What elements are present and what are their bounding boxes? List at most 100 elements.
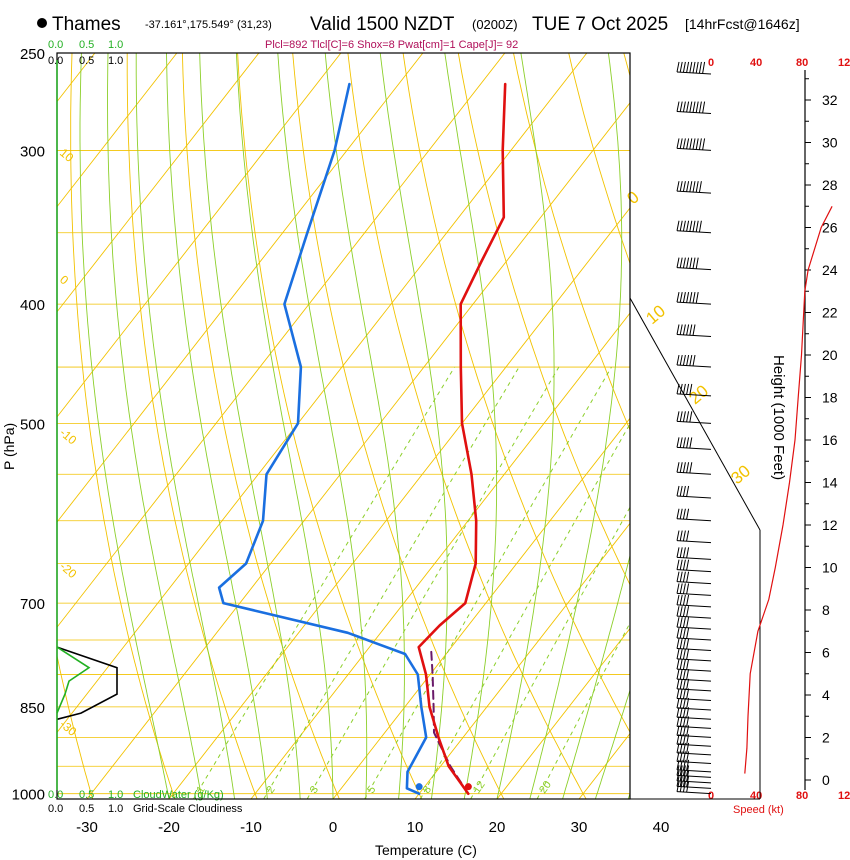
cloudwater-tick-top-1: 1.0 (108, 39, 123, 51)
wind-barb (676, 101, 712, 115)
wind-barb (676, 462, 712, 475)
mixing-ratio-label-8: 8 (421, 784, 434, 796)
dry-adiabat--20 (70, 53, 176, 799)
wind-barb (676, 383, 712, 397)
dry-adiabat--10 (126, 53, 258, 799)
dry-adiabat-60 (513, 53, 630, 432)
wind-barb (676, 697, 712, 711)
wind-barb (676, 437, 712, 450)
wind-barb (676, 61, 712, 75)
cloudwater-tick-top-05: 0.5 (79, 39, 94, 51)
dry-adiabat-110 (789, 53, 850, 799)
wind-barb (676, 571, 712, 585)
speed-tick-top-0: 0 (708, 57, 714, 69)
cloudwater-tick-0: 0.0 (48, 789, 63, 801)
dry-adiabat-40 (402, 53, 630, 734)
temperature-tick-20: 20 (489, 819, 506, 836)
pressure-tick-500: 500 (20, 416, 45, 433)
height-tick-30: 30 (822, 135, 838, 151)
cloudwater-profile (56, 646, 91, 714)
mixing-ratio-label-2: 2 (264, 784, 277, 796)
wind-barb-column (676, 61, 712, 795)
dry-adiabat-label-30: 30 (727, 461, 754, 488)
wind-barb (676, 530, 712, 544)
wind-barb (676, 648, 712, 662)
wind-barb (676, 181, 712, 194)
wind-barb (676, 583, 712, 596)
pressure-tick-250: 250 (20, 46, 45, 63)
station-marker-icon (37, 18, 47, 28)
parcel-parameters: Plcl=892 Tlcl[C]=6 Shox=8 Pwat[cm]=1 Cap… (265, 39, 518, 51)
moist-adiabat--16 (107, 53, 203, 799)
wind-barb (676, 678, 712, 692)
cloudiness-tick-05: 0.5 (79, 803, 94, 815)
mixing-ratio-20 (536, 622, 630, 799)
height-tick-32: 32 (822, 92, 838, 108)
mixing-ratio-2 (263, 366, 520, 799)
wind-barb (676, 559, 712, 573)
isotherm--20 (168, 207, 630, 799)
height-tick-4: 4 (822, 687, 830, 703)
temperature-tick-0: 0 (329, 819, 337, 836)
wind-barb (676, 411, 712, 424)
wind-barb (676, 659, 712, 672)
dry-adiabat-70 (568, 53, 630, 265)
isotherm-label--10: -10 (57, 425, 80, 447)
surface-dewpoint-marker (415, 783, 423, 791)
speed-tick-0: 0 (708, 790, 714, 802)
isotherm-10 (414, 522, 630, 799)
height-tick-24: 24 (822, 262, 838, 278)
dry-adiabat-80 (623, 53, 630, 78)
surface-temperature-marker (464, 783, 472, 791)
moist-adiabat-16 (444, 53, 498, 799)
pressure-tick-400: 400 (20, 297, 45, 314)
wind-barb (676, 594, 712, 608)
wind-barb (676, 688, 712, 702)
dry-adiabat-30 (347, 53, 587, 799)
wind-barb (676, 324, 712, 338)
skewt-grid (57, 53, 850, 799)
wind-barb (676, 725, 712, 738)
skewt-profiles (217, 82, 507, 796)
height-tick-20: 20 (822, 347, 838, 363)
station-coords: -37.161°,175.549° (31,23) (145, 19, 272, 31)
height-tick-26: 26 (822, 220, 838, 236)
wind-barb (676, 770, 712, 784)
wind-speed-curve (744, 206, 833, 774)
moist-adiabat-8 (324, 53, 405, 799)
isotherm-label--30: -30 (57, 717, 80, 739)
speed-tick-top-80: 80 (796, 57, 808, 69)
mixing-ratio-label-1: 1 (194, 784, 207, 796)
wind-barb (676, 668, 712, 682)
moist-adiabat--12 (135, 53, 236, 799)
temperature-tick-40: 40 (653, 819, 670, 836)
pressure-tick-700: 700 (20, 596, 45, 613)
isotherm--80 (57, 53, 260, 313)
cloudiness-label: Grid-Scale Cloudiness (133, 803, 243, 815)
valid-time: Valid 1500 NZDT (310, 14, 455, 35)
mixing-ratio-5 (364, 366, 612, 799)
height-tick-12: 12 (822, 517, 838, 533)
pressure-tick-1000: 1000 (12, 787, 45, 804)
height-tick-2: 2 (822, 730, 830, 746)
speed-label: Speed (kt) (733, 804, 784, 816)
dry-adiabat-label-10: 10 (642, 301, 669, 328)
cloudiness-tick-0: 0.0 (48, 803, 63, 815)
speed-tick-80: 80 (796, 790, 808, 802)
wind-barb (676, 627, 712, 641)
moist-adiabat-28 (562, 553, 630, 799)
dry-adiabat--30 (57, 653, 94, 799)
cloudiness-tick-top-0: 0.0 (48, 55, 63, 67)
mixing-ratio-label-12: 12 (471, 779, 488, 796)
temperature-trace (417, 82, 507, 796)
wind-barb (676, 734, 712, 747)
cloudwater-tick-top-0: 0.0 (48, 39, 63, 51)
dry-adiabat-20 (292, 53, 505, 799)
mixing-ratio-label-20: 20 (537, 779, 554, 796)
cloudwater-label: CloudWater (g/Kg) (133, 789, 224, 801)
temperature-tick--20: -20 (158, 819, 180, 836)
mixing-ratio-12 (470, 506, 630, 799)
isotherm--70 (57, 53, 342, 418)
